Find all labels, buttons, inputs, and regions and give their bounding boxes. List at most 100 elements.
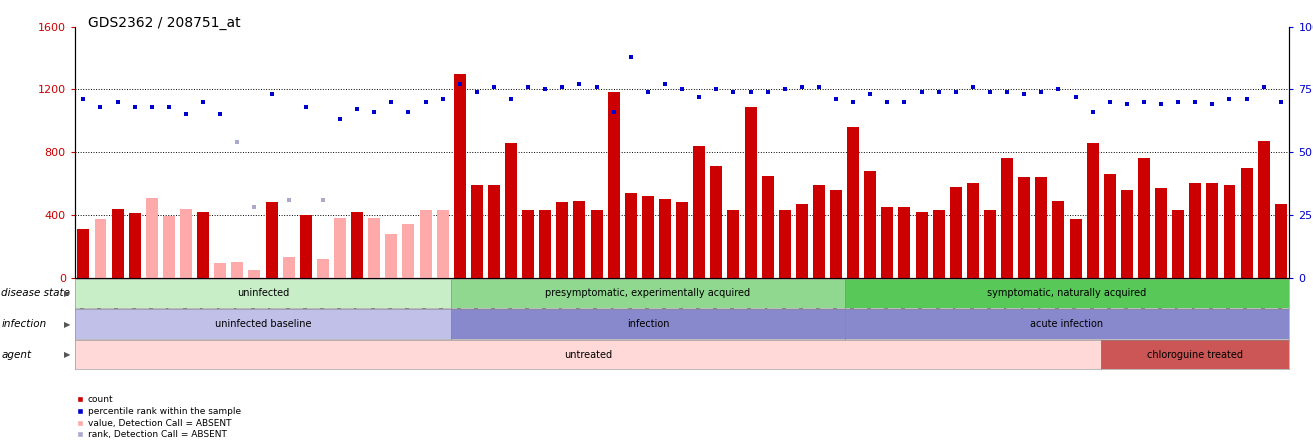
- Point: [483, 83, 504, 91]
- Bar: [1207, 183, 1218, 278]
- Point: [227, 139, 248, 146]
- Bar: [608, 92, 620, 278]
- Bar: [402, 224, 415, 278]
- Point: [159, 103, 180, 111]
- Point: [911, 88, 932, 95]
- Point: [261, 91, 282, 98]
- Point: [672, 86, 693, 93]
- Bar: [351, 212, 364, 278]
- Point: [758, 88, 779, 95]
- Bar: [932, 210, 944, 278]
- Point: [295, 103, 316, 111]
- Point: [894, 99, 915, 106]
- Point: [826, 96, 847, 103]
- Bar: [744, 107, 756, 278]
- Bar: [540, 210, 551, 278]
- Point: [1065, 93, 1086, 100]
- Point: [1082, 108, 1103, 115]
- Point: [330, 116, 351, 123]
- Bar: [693, 146, 705, 278]
- Point: [689, 93, 710, 100]
- Bar: [966, 183, 979, 278]
- Point: [1270, 99, 1291, 106]
- Point: [620, 53, 641, 60]
- Bar: [915, 212, 927, 278]
- Bar: [1241, 168, 1253, 278]
- Bar: [642, 196, 654, 278]
- Point: [723, 88, 744, 95]
- Point: [108, 99, 129, 106]
- Point: [1201, 101, 1222, 108]
- Point: [551, 83, 572, 91]
- Point: [1133, 99, 1154, 106]
- Point: [244, 204, 265, 211]
- Point: [603, 108, 624, 115]
- Bar: [214, 263, 226, 278]
- Point: [809, 83, 830, 91]
- Point: [415, 99, 436, 106]
- Bar: [385, 234, 398, 278]
- Text: ▶: ▶: [64, 350, 70, 359]
- Bar: [368, 218, 381, 278]
- Point: [877, 99, 898, 106]
- Bar: [1258, 141, 1270, 278]
- Bar: [830, 190, 842, 278]
- Bar: [282, 257, 294, 278]
- Text: infection: infection: [626, 319, 670, 329]
- Bar: [163, 216, 175, 278]
- Bar: [1070, 219, 1082, 278]
- Point: [210, 111, 231, 118]
- Bar: [949, 186, 962, 278]
- Bar: [231, 262, 243, 278]
- Point: [1167, 99, 1188, 106]
- Bar: [1173, 210, 1184, 278]
- Point: [278, 196, 299, 203]
- Bar: [316, 259, 328, 278]
- Point: [176, 111, 197, 118]
- Point: [364, 108, 385, 115]
- Bar: [129, 213, 140, 278]
- Bar: [727, 210, 739, 278]
- Bar: [796, 204, 807, 278]
- Bar: [1224, 185, 1236, 278]
- Point: [979, 88, 1001, 95]
- Bar: [248, 270, 260, 278]
- Point: [741, 88, 762, 95]
- Point: [1236, 96, 1257, 103]
- Point: [312, 196, 334, 203]
- Text: ▶: ▶: [64, 289, 70, 298]
- Point: [74, 96, 95, 103]
- Point: [142, 103, 163, 111]
- Point: [125, 103, 146, 111]
- Bar: [1121, 190, 1133, 278]
- Text: chloroguine treated: chloroguine treated: [1148, 350, 1243, 360]
- Text: symptomatic, naturally acquired: symptomatic, naturally acquired: [987, 289, 1146, 298]
- Bar: [488, 185, 500, 278]
- Bar: [557, 202, 569, 278]
- Point: [928, 88, 949, 95]
- Bar: [1019, 177, 1031, 278]
- Point: [381, 99, 402, 106]
- Bar: [112, 209, 123, 278]
- Bar: [146, 198, 158, 278]
- Legend: count, percentile rank within the sample, value, Detection Call = ABSENT, rank, : count, percentile rank within the sample…: [76, 395, 240, 440]
- Point: [534, 86, 555, 93]
- Bar: [1155, 188, 1167, 278]
- Bar: [847, 127, 859, 278]
- Bar: [1053, 201, 1065, 278]
- Point: [517, 83, 538, 91]
- Bar: [471, 185, 483, 278]
- Bar: [676, 202, 688, 278]
- Bar: [265, 202, 277, 278]
- Bar: [813, 185, 825, 278]
- Point: [466, 88, 487, 95]
- Point: [500, 96, 521, 103]
- Point: [706, 86, 727, 93]
- Point: [1150, 101, 1171, 108]
- Point: [860, 91, 881, 98]
- Bar: [197, 212, 209, 278]
- Bar: [334, 218, 345, 278]
- Bar: [864, 171, 876, 278]
- Bar: [625, 193, 637, 278]
- Bar: [1087, 143, 1099, 278]
